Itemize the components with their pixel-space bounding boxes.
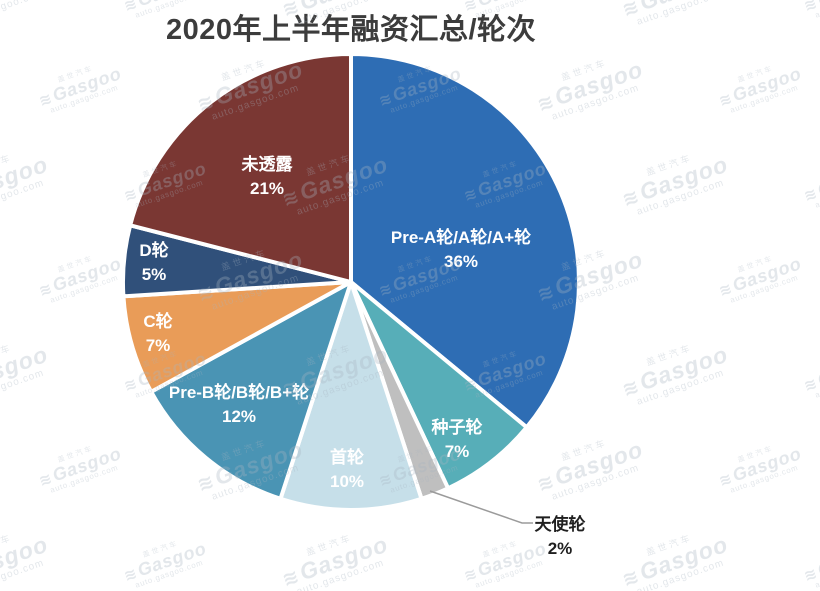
pie-slice-1 <box>349 52 581 430</box>
chart-title: 2020年上半年融资汇总/轮次 <box>165 14 537 46</box>
slice-label-1: Pre-A轮/A轮/A+轮 <box>391 227 531 247</box>
pie-slice-4 <box>278 280 424 512</box>
slice-label-8: 未透露 <box>241 154 294 174</box>
slice-value-8: 21% <box>250 179 284 198</box>
slice-value-6: 7% <box>146 336 171 355</box>
slice-label-6: C轮 <box>143 311 172 331</box>
slice-label-3: 天使轮 <box>535 514 586 534</box>
slice-value-3: 2% <box>548 539 573 558</box>
slice-value-5: 12% <box>222 407 256 426</box>
pie-slice-8 <box>128 52 353 284</box>
slice-label-5: Pre-B轮/B轮/B+轮 <box>169 382 309 402</box>
pie-slice-5 <box>149 280 353 501</box>
leader-line <box>429 490 533 524</box>
slice-value-4: 10% <box>330 472 364 491</box>
slice-value-1: 36% <box>444 252 478 271</box>
slice-label-2: 种子轮 <box>431 417 483 437</box>
slice-value-7: 5% <box>142 265 167 284</box>
slice-value-2: 7% <box>445 442 470 461</box>
slice-label-4: 首轮 <box>330 447 364 467</box>
slice-label-7: D轮 <box>139 240 168 260</box>
